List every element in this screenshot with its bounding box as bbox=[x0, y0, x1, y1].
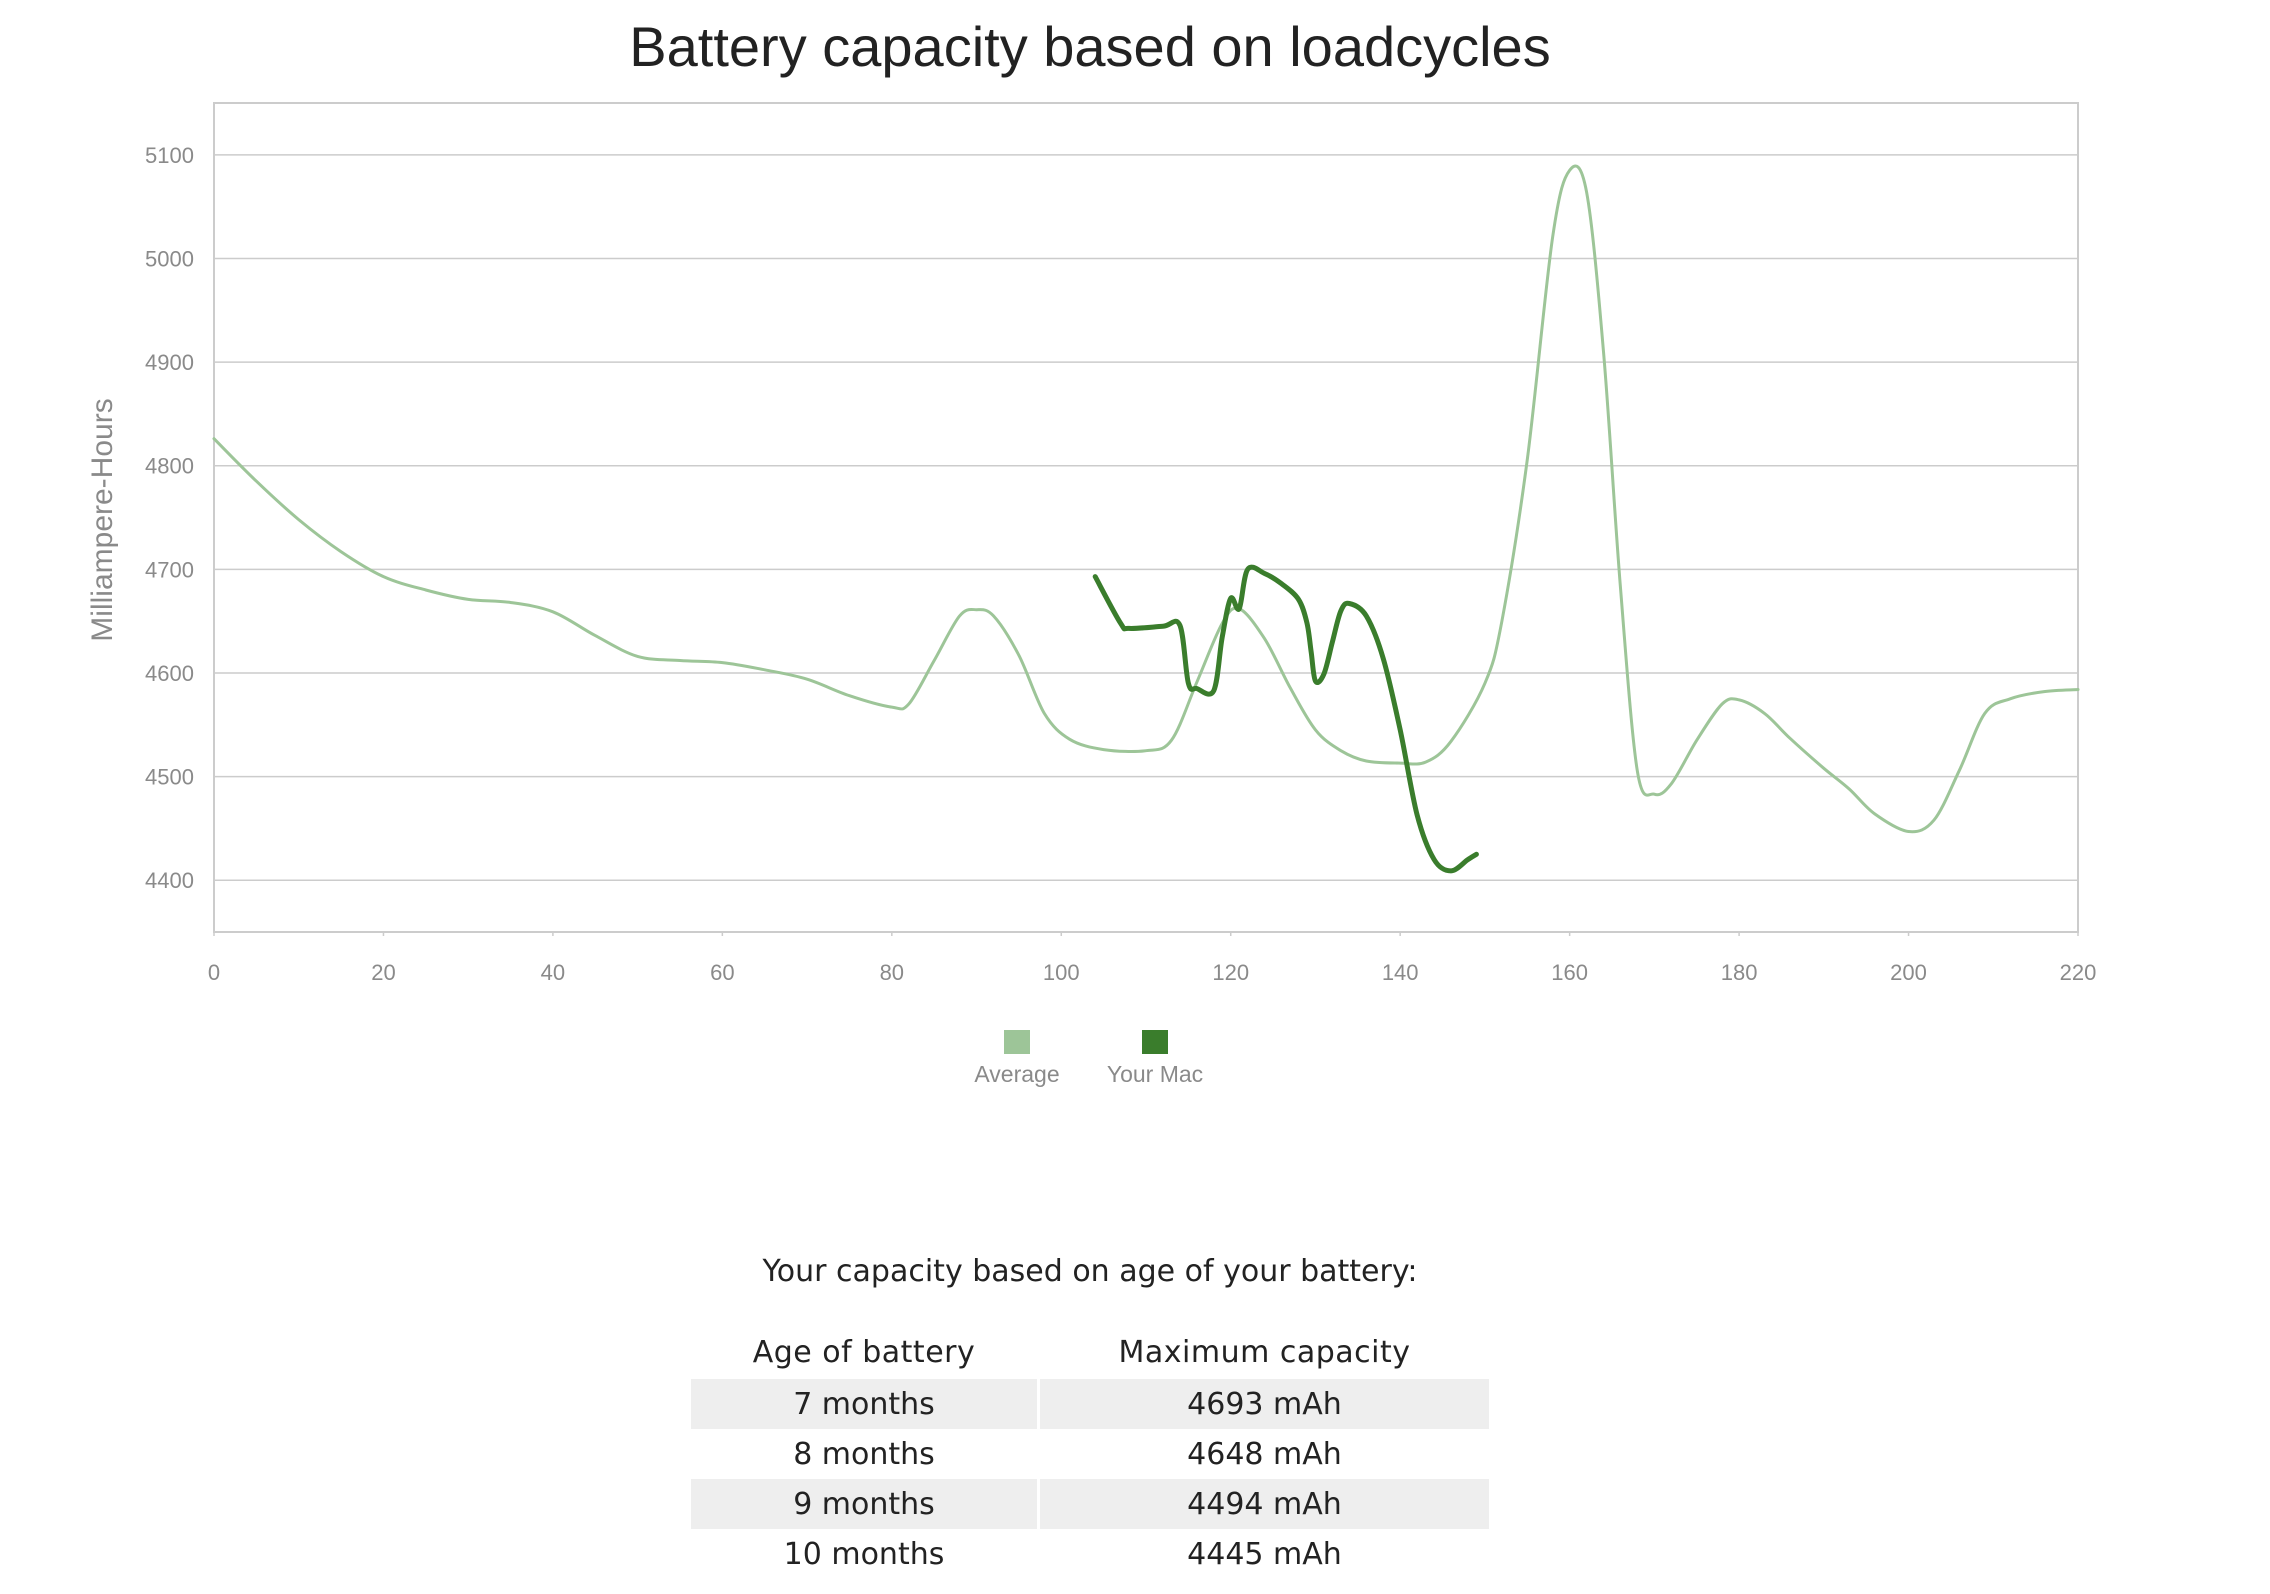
y-axis-label: Milliampere-Hours bbox=[86, 398, 119, 641]
legend-item-your-mac[interactable]: Your Mac bbox=[1107, 1030, 1203, 1087]
capacity-cell: 4445 mAh bbox=[1187, 1536, 1342, 1572]
axis-layer: 4400 4500 4600 4700 4800 4900 5000 5100 0 20 40 60 8… bbox=[145, 143, 2096, 985]
y-tick-label: 4900 bbox=[145, 350, 194, 375]
x-tick-label: 200 bbox=[1890, 960, 1927, 985]
y-tick-label: 4600 bbox=[145, 661, 194, 686]
series-line-average bbox=[212, 164, 2080, 834]
line-chart: 4400 4500 4600 4700 4800 4900 5000 5100 0 20 40 60 8… bbox=[86, 102, 2096, 1087]
y-tick-label: 5100 bbox=[145, 143, 194, 168]
x-tick-label: 160 bbox=[1551, 960, 1588, 985]
table-row: 10 months 4445 mAh bbox=[691, 1529, 1489, 1579]
x-tick-label: 0 bbox=[208, 960, 220, 985]
grid-layer bbox=[213, 102, 2079, 933]
header-age: Age of battery bbox=[752, 1334, 976, 1370]
x-tick-label: 80 bbox=[880, 960, 904, 985]
age-cell: 8 months bbox=[793, 1436, 935, 1472]
plot-frame bbox=[213, 102, 2079, 933]
age-cell: 10 months bbox=[783, 1536, 945, 1572]
x-tick-label: 120 bbox=[1212, 960, 1249, 985]
table-header-row: Age of battery Maximum capacity bbox=[691, 1325, 1489, 1379]
age-cell: 7 months bbox=[691, 1379, 1037, 1429]
table-row: 9 months 4494 mAh bbox=[691, 1479, 1489, 1529]
x-tick-label: 220 bbox=[2060, 960, 2097, 985]
chart-title: Battery capacity based on loadcycles bbox=[629, 15, 1551, 78]
header-capacity: Maximum capacity bbox=[1118, 1334, 1411, 1370]
legend-swatch bbox=[1004, 1030, 1030, 1054]
y-tick-label: 5000 bbox=[145, 246, 194, 271]
y-tick-label: 4400 bbox=[145, 868, 194, 893]
capacity-cell: 4494 mAh bbox=[1040, 1479, 1489, 1529]
x-tick-label: 40 bbox=[541, 960, 565, 985]
legend-swatch bbox=[1142, 1030, 1168, 1054]
table-row: 7 months 4693 mAh bbox=[691, 1379, 1489, 1429]
y-tick-label: 4700 bbox=[145, 557, 194, 582]
legend-label: Your Mac bbox=[1107, 1061, 1203, 1087]
x-tick-label: 180 bbox=[1721, 960, 1758, 985]
capacity-cell: 4693 mAh bbox=[1040, 1379, 1489, 1429]
x-tick-label: 140 bbox=[1382, 960, 1419, 985]
age-cell: 9 months bbox=[691, 1479, 1037, 1529]
x-tick-label: 20 bbox=[371, 960, 395, 985]
legend-item-average[interactable]: Average bbox=[974, 1030, 1060, 1087]
x-tick-label: 100 bbox=[1043, 960, 1080, 985]
y-tick-label: 4800 bbox=[145, 454, 194, 479]
capacity-table: Age of battery Maximum capacity 7 months… bbox=[688, 1325, 1492, 1579]
table-row: 8 months 4648 mAh bbox=[691, 1429, 1489, 1479]
table-caption: Your capacity based on age of your batte… bbox=[762, 1254, 1418, 1289]
series-line-your-mac bbox=[1092, 564, 1479, 874]
legend[interactable]: Average Your Mac bbox=[974, 1030, 1203, 1087]
x-tick-label: 60 bbox=[710, 960, 734, 985]
series-layer bbox=[212, 164, 2080, 874]
capacity-cell: 4648 mAh bbox=[1187, 1436, 1342, 1472]
legend-label: Average bbox=[974, 1061, 1059, 1087]
y-tick-label: 4500 bbox=[145, 765, 194, 790]
